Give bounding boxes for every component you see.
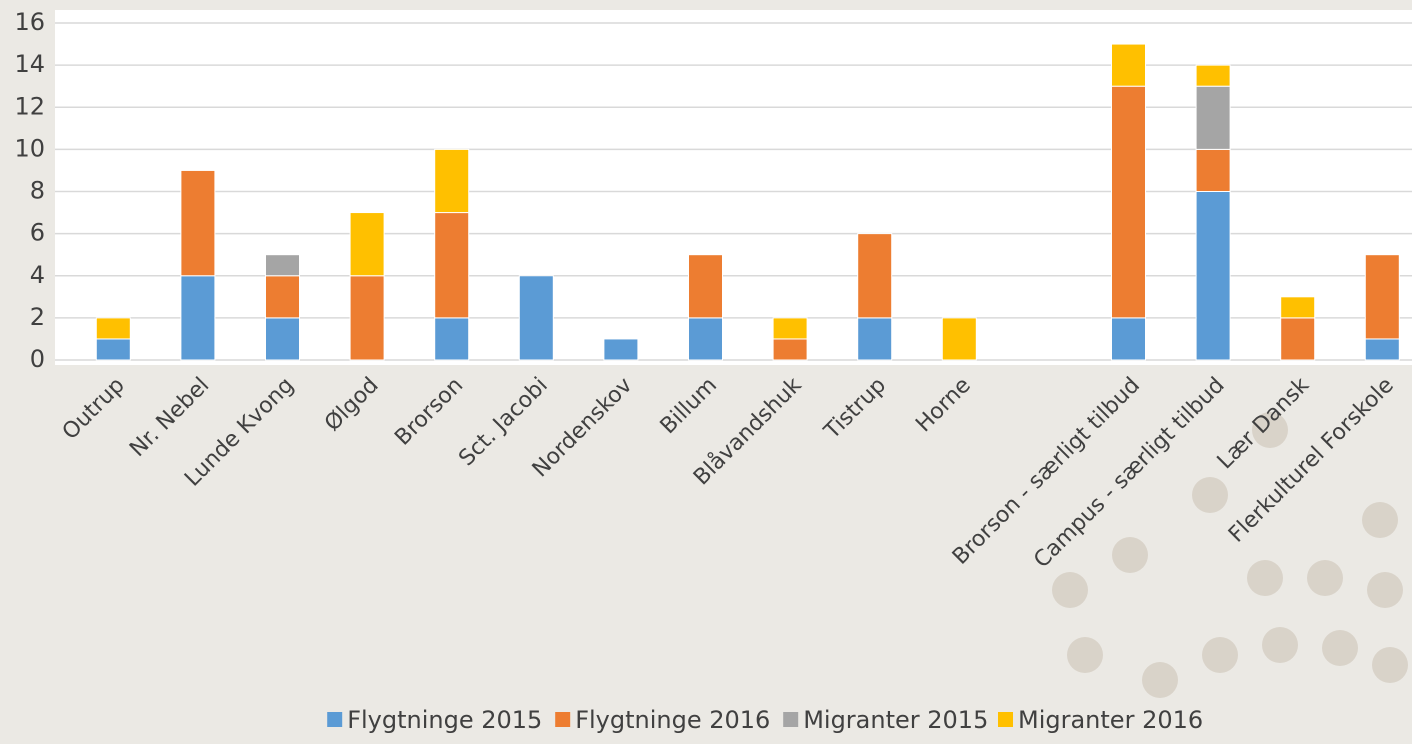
bar-segment [349, 275, 385, 361]
bar-segment [265, 275, 300, 319]
bar-segment [1280, 317, 1316, 361]
y-tick-label: 6 [30, 219, 45, 247]
legend-swatch [783, 712, 799, 727]
bar-segment [265, 254, 300, 277]
y-tick-label: 10 [14, 134, 45, 162]
bar-segment [1111, 43, 1146, 87]
x-tick-label: Outrup [58, 373, 130, 445]
x-tick-label: Brorson [390, 373, 468, 451]
bar-segment [1111, 85, 1146, 319]
bar-segment [518, 275, 554, 361]
bar-segment [603, 338, 639, 361]
x-tick-label: Nr. Nebel [125, 373, 214, 462]
y-tick-label: 16 [14, 8, 45, 36]
bar-segment [180, 169, 216, 277]
bar-segment [1195, 191, 1231, 361]
legend-swatch [555, 712, 571, 727]
legend-label: Migranter 2015 [803, 706, 988, 734]
bar-segment [95, 338, 131, 361]
y-tick-label: 12 [14, 92, 45, 120]
bar-segment [1195, 64, 1231, 87]
decoration [1052, 412, 1408, 698]
legend-label: Flygtninge 2016 [575, 706, 770, 734]
bar-segment [434, 148, 470, 214]
x-tick-label: Tistrup [819, 373, 891, 445]
bar-segment [772, 338, 808, 361]
bar-segment [941, 317, 977, 361]
y-tick-label: 14 [14, 50, 45, 78]
bar-segment [857, 317, 893, 361]
bar-segment [772, 317, 808, 340]
x-tick-label: Horne [911, 373, 975, 437]
y-tick-label: 8 [30, 177, 45, 205]
bar-segment [434, 317, 470, 361]
y-tick-label: 2 [30, 303, 45, 331]
bar-segment [349, 212, 385, 277]
bar-segment [434, 212, 470, 319]
bar-segment [95, 317, 131, 340]
x-tick-label: Ølgod [320, 373, 384, 437]
bar-segment [1195, 85, 1231, 150]
y-tick-label: 0 [30, 345, 45, 373]
bar-segment [688, 254, 723, 319]
bar-segment [857, 233, 893, 319]
bar-segment [1280, 296, 1316, 319]
legend: Flygtninge 2015 Flygtninge 2016 Migranter … [327, 706, 1203, 734]
legend-label: Flygtninge 2015 [347, 706, 542, 734]
bar-segment [1364, 338, 1400, 361]
legend-swatch [327, 712, 343, 727]
bar-segment [180, 275, 216, 361]
bar-segment [265, 317, 300, 361]
bar-segment [1111, 317, 1146, 361]
y-tick-label: 4 [30, 261, 45, 289]
bar-segment [1195, 148, 1231, 192]
legend-swatch [998, 712, 1013, 727]
bar-segment [688, 317, 723, 361]
x-tick-label: Billum [656, 373, 722, 439]
legend-label: Migranter 2016 [1018, 706, 1203, 734]
bar-segment [1364, 254, 1400, 340]
